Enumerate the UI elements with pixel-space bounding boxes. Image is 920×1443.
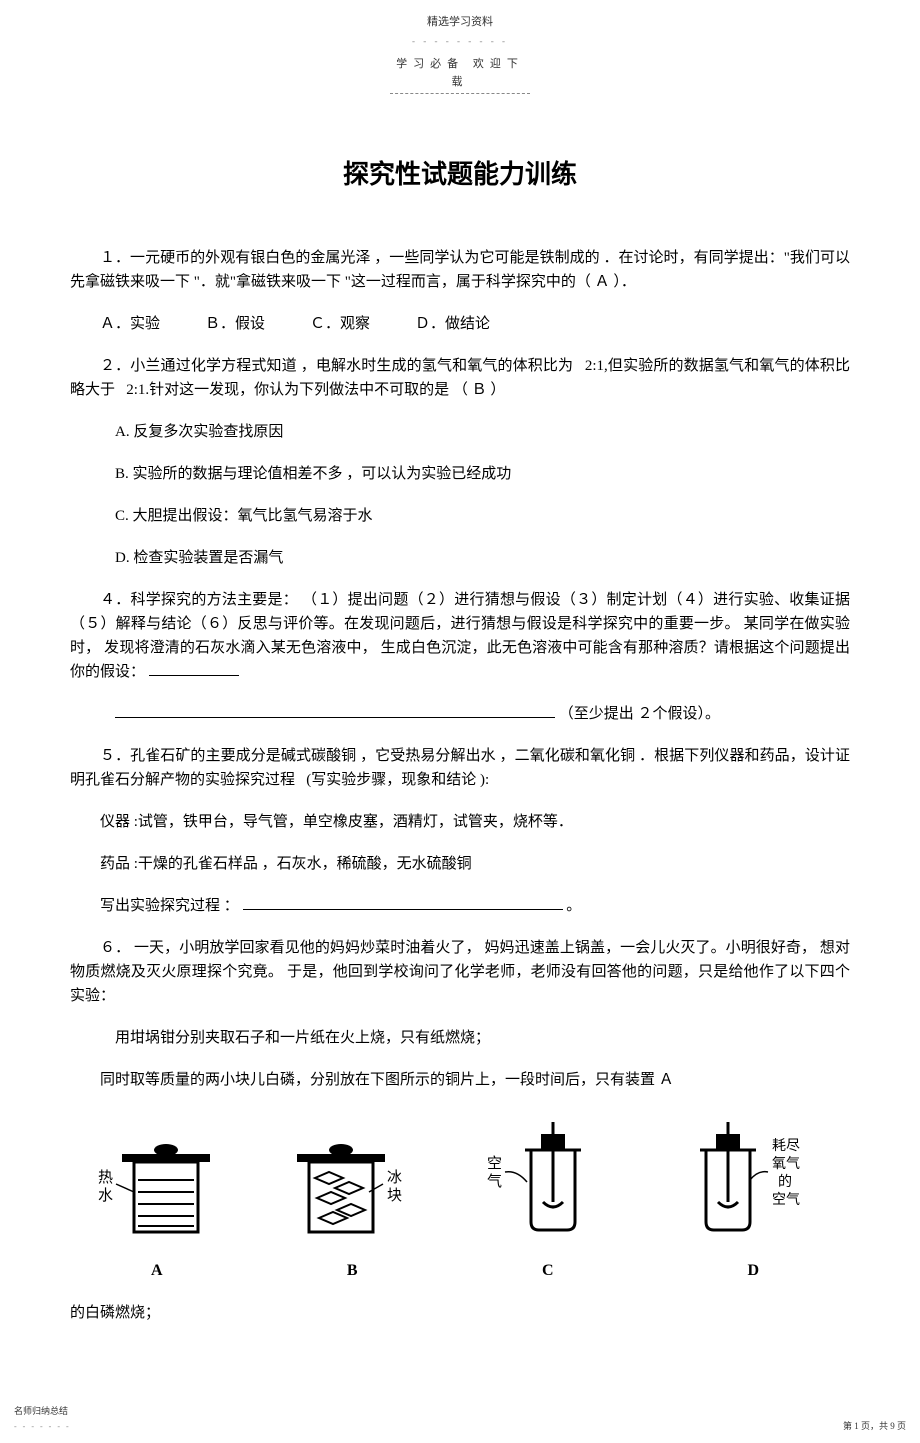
- figure-D: 耗尽 氧气 的 空气 D: [678, 1112, 828, 1284]
- q4-blank-2: [115, 717, 555, 718]
- ice-label-1: 冰: [387, 1169, 402, 1186]
- air-label-1: 空: [487, 1155, 502, 1172]
- figure-C: 空 气 C: [483, 1112, 613, 1284]
- q2-optB: B. 实验所的数据与理论值相差不多 ，可以认为实验已经成功: [115, 462, 850, 486]
- q5-line2: 仪器 :试管，铁甲台，导气管，单空橡皮塞，酒精灯，试管夹，烧杯等．: [70, 810, 850, 834]
- experiment-figures: 热 水 A 冰 块 B: [70, 1112, 850, 1284]
- figure-B: 冰 块 B: [287, 1122, 417, 1284]
- figure-B-label: B: [347, 1258, 358, 1284]
- q1-text-e: "这一过程而言，属于科学探究中的（ Ａ ）．: [345, 274, 636, 290]
- footer-left-text: 名师归纳总结: [14, 1406, 68, 1416]
- noox-label-2: 氧气: [772, 1156, 800, 1172]
- q2-text-d: 2:1.针对这一发现，你认为下列做法中不可取的是 （ Ｂ ）: [126, 382, 505, 398]
- q5-1c: ，二氧化碳和氧化铜: [500, 748, 636, 764]
- question-6-p1: ６． 一天，小明放学回家看见他的妈妈炒菜时油着火了， 妈妈迅速盖上锅盖，一会儿火…: [70, 936, 850, 1008]
- q5-1b: ，它受热易分解出水: [360, 748, 496, 764]
- q5-blank: [243, 909, 563, 910]
- q2-text-a: ２．小兰通过化学方程式知道: [100, 358, 297, 374]
- q5-1a: ５．孔雀石矿的主要成分是碱式碳酸铜: [100, 748, 356, 764]
- question-4: ４．科学探究的方法主要是： （１）提出问题（２）进行猜想与假设（３）制定计划（４…: [70, 588, 850, 684]
- q4-text: ４．科学探究的方法主要是： （１）提出问题（２）进行猜想与假设（３）制定计划（４…: [70, 592, 850, 680]
- q5-line4-wrap: 写出实验探究过程 ： 。: [70, 894, 850, 918]
- question-6-p2: 用坩埚钳分别夹取石子和一片纸在火上烧，只有纸燃烧；: [70, 1026, 850, 1050]
- header-sub-label: 学习必备 欢迎下载: [390, 56, 530, 94]
- q4-tail: （至少提出 ２个假设）。: [559, 706, 720, 722]
- beaker-ice-icon: 冰 块: [287, 1122, 417, 1252]
- hotwater-label-2: 水: [98, 1187, 113, 1204]
- q1-text-d: "．就"拿磁铁来吸一下: [194, 274, 341, 290]
- noox-label-4: 空气: [772, 1192, 800, 1208]
- q5-line3: 药品 :干燥的孔雀石样品 ，石灰水，稀硫酸，无水硫酸铜: [70, 852, 850, 876]
- q5-line4-end: 。: [566, 898, 581, 914]
- question-2: ２．小兰通过化学方程式知道 ，电解水时生成的氢气和氧气的体积比为 2:1,但实验…: [70, 354, 850, 402]
- q1-options: Ａ．实验 Ｂ．假设 Ｃ．观察 Ｄ．做结论: [70, 312, 850, 336]
- question-1: １．一元硬币的外观有银白色的金属光泽 ，一些同学认为它可能是铁制成的 ．在讨论时…: [70, 246, 850, 294]
- q5-1e: (写实验步骤，现象和结论 ):: [306, 772, 489, 788]
- ice-label-2: 块: [387, 1187, 402, 1204]
- page-title: 探究性试题能力训练: [70, 154, 850, 196]
- beaker-hotwater-icon: 热 水: [92, 1122, 222, 1252]
- figure-C-label: C: [542, 1258, 554, 1284]
- bottle-air-icon: 空 气: [483, 1112, 613, 1252]
- figure-A-label: A: [151, 1258, 163, 1284]
- question-5: ５．孔雀石矿的主要成分是碱式碳酸铜 ，它受热易分解出水 ，二氧化碳和氧化铜 ．根…: [70, 744, 850, 792]
- q4-tail-line: （至少提出 ２个假设）。: [70, 702, 850, 726]
- footer-left-dots: - - - - - - -: [14, 1422, 71, 1431]
- question-6-p3: 同时取等质量的两小块儿白磷，分别放在下图所示的铜片上，一段时间后，只有装置 Ａ: [70, 1068, 850, 1092]
- question-6-p4: 的白磷燃烧；: [70, 1301, 850, 1325]
- footer-left: 名师归纳总结 - - - - - - -: [14, 1404, 71, 1433]
- q2-text-b: ，电解水时生成的氢气和氧气的体积比为: [301, 358, 574, 374]
- noox-label-1: 耗尽: [772, 1138, 800, 1154]
- header-top-label: 精选学习资料: [70, 14, 850, 32]
- noox-label-3: 的: [778, 1174, 792, 1190]
- air-label-2: 气: [487, 1173, 502, 1190]
- q2-optA: A. 反复多次实验查找原因: [115, 420, 850, 444]
- q1-text-a: １．一元硬币的外观有银白色的金属光泽: [100, 250, 370, 266]
- header-dots: - - - - - - - - -: [70, 34, 850, 48]
- q2-optD: D. 检查实验装置是否漏气: [115, 546, 850, 570]
- q2-optC: C. 大胆提出假设：氧气比氢气易溶于水: [115, 504, 850, 528]
- figure-A: 热 水 A: [92, 1122, 222, 1284]
- footer-right: 第 1 页，共 9 页: [843, 1419, 906, 1433]
- bottle-nooxygen-icon: 耗尽 氧气 的 空气: [678, 1112, 828, 1252]
- q1-text-b: ，一些同学认为它可能是铁制成的: [374, 250, 599, 266]
- hotwater-label-1: 热: [98, 1169, 113, 1186]
- q5-line4: 写出实验探究过程 ：: [100, 898, 239, 914]
- figure-D-label: D: [747, 1258, 759, 1284]
- q4-blank-1: [149, 675, 239, 676]
